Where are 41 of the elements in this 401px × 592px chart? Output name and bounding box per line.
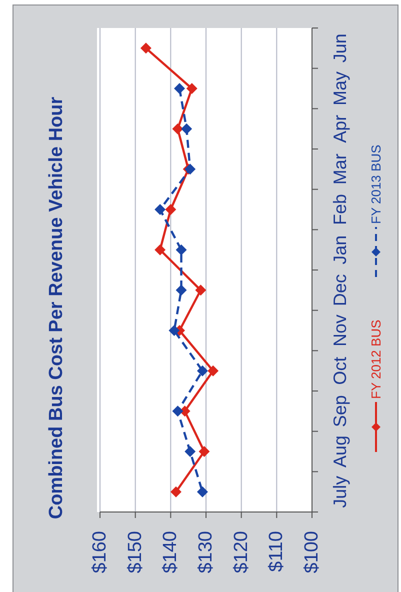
y-tick-label: July xyxy=(330,476,350,508)
point xyxy=(181,123,192,134)
y-tick-label: Sep xyxy=(330,395,350,428)
y-tick-label: Nov xyxy=(330,314,350,347)
point xyxy=(174,83,185,94)
x-tick-label: $120 xyxy=(230,531,252,574)
point xyxy=(140,42,152,54)
y-tick-label: May xyxy=(330,71,350,106)
point xyxy=(170,486,182,498)
point xyxy=(154,204,166,215)
text: FY 2012 BUS xyxy=(368,319,384,399)
point xyxy=(195,284,206,296)
x-tick-label: $140 xyxy=(160,531,182,574)
point xyxy=(154,244,166,256)
point xyxy=(176,244,187,256)
text: Combined Bus Cost Per Revenue Vehicle Hour xyxy=(46,96,67,520)
x-tick-label: $100 xyxy=(302,531,322,574)
point xyxy=(184,446,196,457)
point xyxy=(168,325,180,336)
point xyxy=(196,365,208,376)
x-tick-label: $150 xyxy=(124,531,146,574)
y-tick-label: Oct xyxy=(330,356,350,385)
point xyxy=(172,123,184,134)
y-tick-label: Jan xyxy=(330,235,350,264)
y-tick-label: Aug xyxy=(330,435,350,468)
y-tick-label: Mar xyxy=(330,154,350,185)
point xyxy=(208,365,219,376)
text: FY 2013 BUS xyxy=(368,144,384,224)
point xyxy=(196,486,208,498)
y-tick-label: Apr xyxy=(330,114,350,143)
x-tick-label: $110 xyxy=(266,531,288,572)
point xyxy=(165,204,176,215)
y-tick-label: Feb xyxy=(330,194,350,226)
point xyxy=(172,406,184,417)
x-tick-label: $130 xyxy=(196,531,216,574)
x-tick-label: $160 xyxy=(90,531,110,574)
point xyxy=(176,284,187,296)
point xyxy=(198,446,210,457)
y-tick-label: Jun xyxy=(330,34,350,63)
point xyxy=(186,83,198,94)
y-tick-label: Dec xyxy=(330,274,350,306)
